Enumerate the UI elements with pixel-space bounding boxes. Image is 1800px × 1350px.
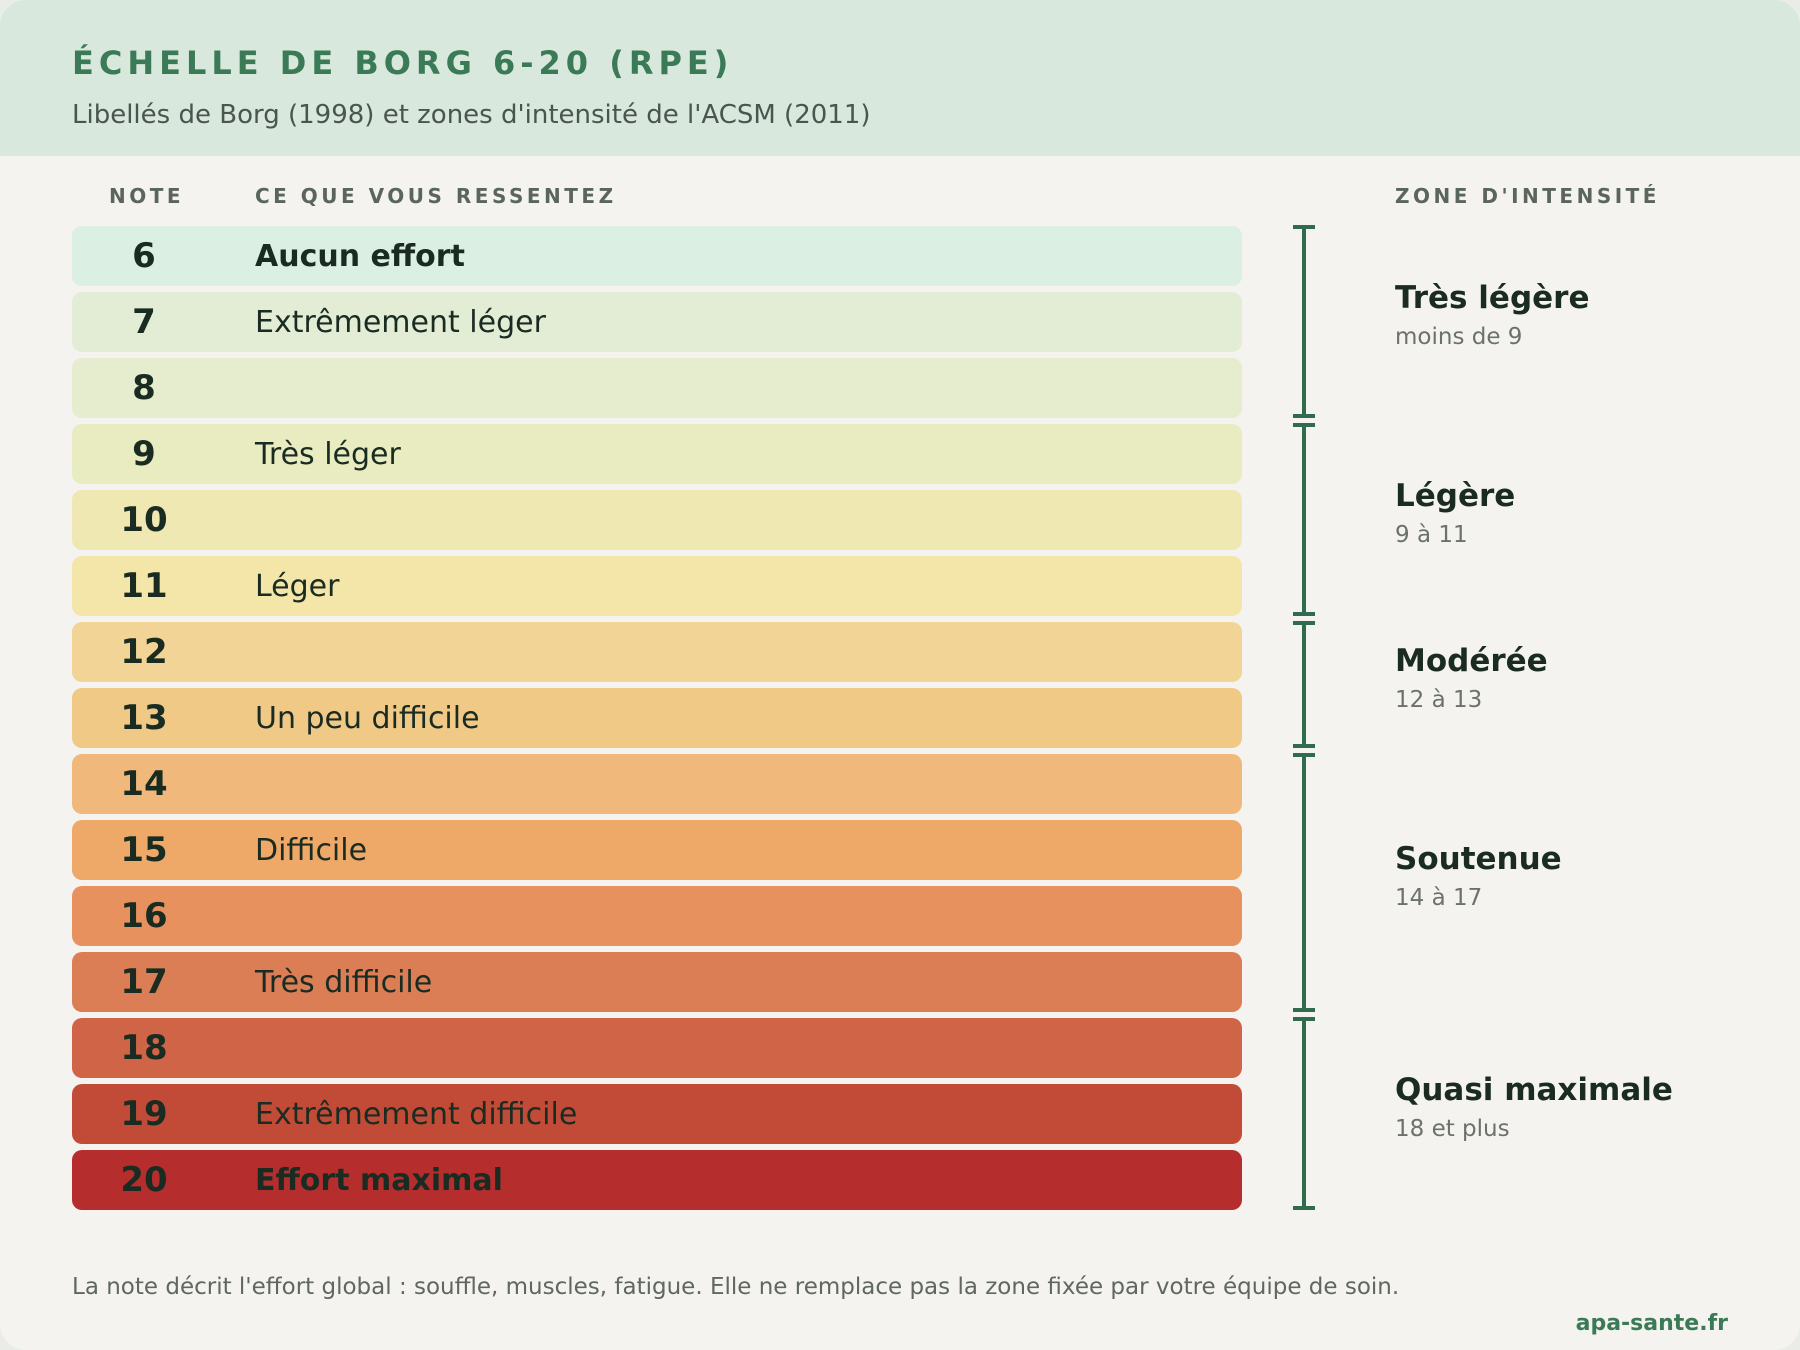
scale-row-11: 11 Léger: [72, 556, 1242, 616]
scale-row-9: 9 Très léger: [72, 424, 1242, 484]
feeling-label: Un peu difficile: [255, 701, 480, 736]
header-band: ÉCHELLE DE BORG 6-20 (RPE) Libellés de B…: [0, 0, 1800, 156]
scale-row-6: 6 Aucun effort: [72, 226, 1242, 286]
scale-row-17: 17 Très difficile: [72, 952, 1242, 1012]
zone-name: Modérée: [1395, 643, 1548, 679]
page-title: ÉCHELLE DE BORG 6-20 (RPE): [72, 44, 734, 82]
feeling-label: Effort maximal: [255, 1163, 503, 1198]
column-header-feeling: CE QUE VOUS RESSENTEZ: [255, 184, 617, 208]
zone-range: moins de 9: [1395, 324, 1523, 350]
page-subtitle: Libellés de Borg (1998) et zones d'inten…: [72, 100, 871, 130]
column-header-zone: ZONE D'INTENSITÉ: [1395, 184, 1660, 208]
zone-name: Quasi maximale: [1395, 1072, 1673, 1108]
feeling-label: Extrêmement difficile: [255, 1097, 578, 1132]
column-header-note: NOTE: [109, 184, 185, 208]
footnote: La note décrit l'effort global : souffle…: [72, 1274, 1400, 1300]
note-value: 18: [120, 1028, 168, 1068]
scale-row-10: 10: [72, 490, 1242, 550]
zone-name: Soutenue: [1395, 841, 1562, 877]
note-value: 12: [120, 632, 168, 672]
scale-row-8: 8: [72, 358, 1242, 418]
scale-row-16: 16: [72, 886, 1242, 946]
zone-range: 18 et plus: [1395, 1116, 1510, 1142]
note-value: 10: [120, 500, 168, 540]
scale-row-18: 18: [72, 1018, 1242, 1078]
scale-row-13: 13 Un peu difficile: [72, 688, 1242, 748]
note-value: 15: [120, 830, 168, 870]
zone-range: 9 à 11: [1395, 522, 1468, 548]
feeling-label: Aucun effort: [255, 239, 465, 274]
feeling-label: Extrêmement léger: [255, 305, 546, 340]
note-value: 20: [120, 1160, 168, 1200]
scale-row-20: 20 Effort maximal: [72, 1150, 1242, 1210]
note-value: 14: [120, 764, 168, 804]
note-value: 11: [120, 566, 168, 606]
note-value: 13: [120, 698, 168, 738]
zone-range: 14 à 17: [1395, 885, 1483, 911]
site-link[interactable]: apa-sante.fr: [1575, 1311, 1728, 1336]
note-value: 9: [132, 434, 156, 474]
feeling-label: Très léger: [255, 437, 401, 472]
feeling-label: Difficile: [255, 833, 368, 868]
feeling-label: Très difficile: [255, 965, 433, 1000]
note-value: 8: [132, 368, 156, 408]
note-value: 19: [120, 1094, 168, 1134]
note-value: 6: [132, 236, 156, 276]
feeling-label: Léger: [255, 569, 340, 604]
zone-range: 12 à 13: [1395, 687, 1483, 713]
note-value: 7: [132, 302, 156, 342]
scale-row-7: 7 Extrêmement léger: [72, 292, 1242, 352]
zone-name: Légère: [1395, 478, 1516, 514]
scale-row-19: 19 Extrêmement difficile: [72, 1084, 1242, 1144]
scale-row-12: 12: [72, 622, 1242, 682]
note-value: 16: [120, 896, 168, 936]
note-value: 17: [120, 962, 168, 1002]
zone-name: Très légère: [1395, 280, 1590, 316]
scale-row-15: 15 Difficile: [72, 820, 1242, 880]
scale-row-14: 14: [72, 754, 1242, 814]
